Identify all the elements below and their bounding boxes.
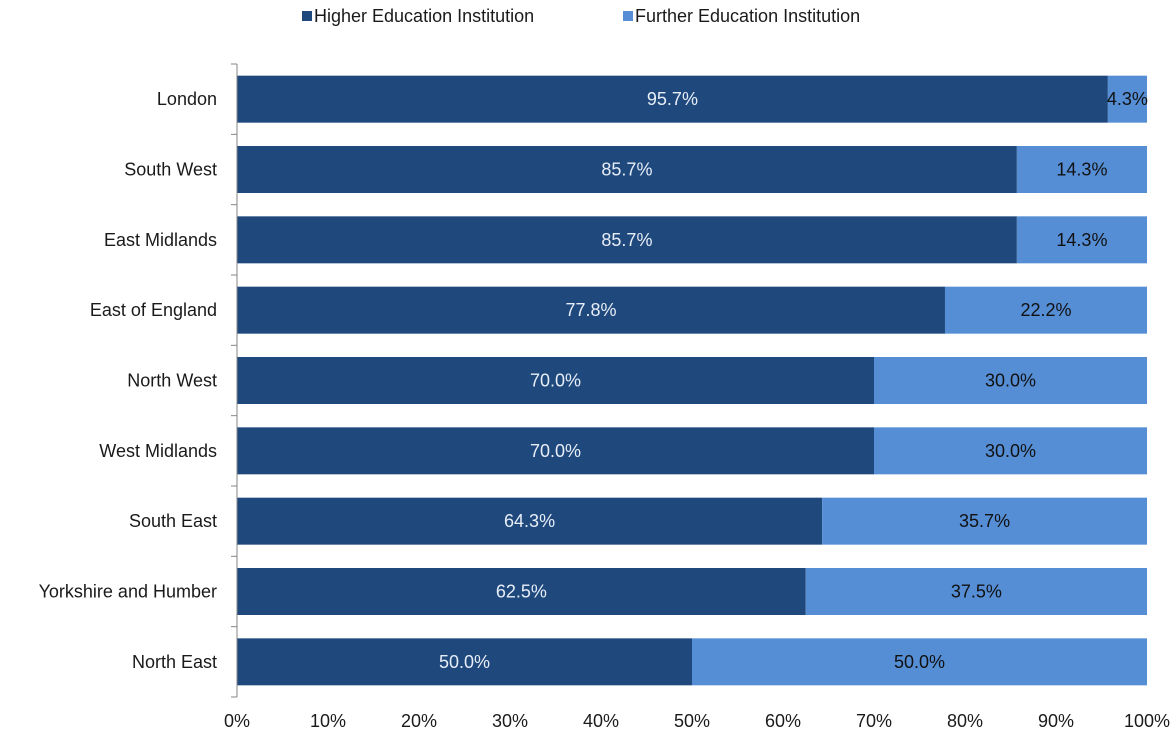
data-label-further-education-institution-north-west: 30.0%	[985, 371, 1036, 391]
x-tick-label-10: 10%	[310, 711, 346, 731]
data-label-further-education-institution-north-east: 50.0%	[894, 652, 945, 672]
category-label-east-of-england: East of England	[90, 300, 217, 320]
data-label-further-education-institution-london: 4.3%	[1107, 89, 1148, 109]
bars: 95.7% 4.3% 85.7% 14.3% 85.7% 14.3% 77.8% 22.2% 7…	[237, 75, 1148, 686]
data-label-higher-education-institution-south-east: 64.3%	[504, 511, 555, 531]
bar-further-education-institution-north-west	[874, 357, 1147, 404]
data-label-higher-education-institution-east-midlands: 85.7%	[601, 230, 652, 250]
data-label-higher-education-institution-east-of-england: 77.8%	[565, 300, 616, 320]
category-label-west-midlands: West Midlands	[99, 441, 217, 461]
axes: London South West East Midlands East of Eng…	[39, 63, 1170, 731]
bar-further-education-institution-london	[1107, 75, 1147, 123]
data-label-further-education-institution-east-midlands: 14.3%	[1056, 230, 1107, 250]
category-label-north-west: North West	[127, 371, 217, 391]
bar-higher-education-institution-london	[237, 75, 1108, 123]
bar-higher-education-institution-south-east	[237, 497, 823, 545]
legend-swatch-higher-education-institution	[302, 11, 312, 21]
category-label-south-east: South East	[129, 511, 217, 531]
data-label-higher-education-institution-south-west: 85.7%	[601, 160, 652, 180]
data-label-higher-education-institution-london: 95.7%	[647, 89, 698, 109]
bar-higher-education-institution-yorkshire-and-humber	[237, 568, 806, 615]
data-label-further-education-institution-south-west: 14.3%	[1056, 160, 1107, 180]
category-label-east-midlands: East Midlands	[104, 230, 217, 250]
category-label-south-west: South West	[124, 160, 217, 180]
x-tick-label-30: 30%	[492, 711, 528, 731]
x-tick-label-0: 0%	[224, 711, 250, 731]
bar-higher-education-institution-west-midlands	[237, 427, 874, 475]
bar-further-education-institution-north-east	[692, 638, 1147, 686]
bar-higher-education-institution-north-west	[237, 357, 874, 404]
data-label-higher-education-institution-west-midlands: 70.0%	[530, 441, 581, 461]
x-tick-label-100: 100%	[1124, 711, 1170, 731]
data-label-further-education-institution-east-of-england: 22.2%	[1020, 300, 1071, 320]
bar-higher-education-institution-south-west	[237, 146, 1017, 193]
x-tick-label-50: 50%	[674, 711, 710, 731]
bar-further-education-institution-yorkshire-and-humber	[805, 568, 1147, 615]
legend: Higher Education Institution Further Educ…	[302, 6, 860, 26]
bar-further-education-institution-east-midlands	[1016, 216, 1147, 264]
x-tick-label-80: 80%	[947, 711, 983, 731]
x-tick-label-70: 70%	[856, 711, 892, 731]
category-label-london: London	[157, 89, 217, 109]
bar-further-education-institution-south-west	[1016, 146, 1147, 193]
legend-label-further-education-institution: Further Education Institution	[635, 6, 860, 26]
bar-further-education-institution-east-of-england	[944, 286, 1147, 334]
category-label-yorkshire-and-humber: Yorkshire and Humber	[39, 582, 217, 602]
data-label-further-education-institution-yorkshire-and-humber: 37.5%	[951, 582, 1002, 602]
x-tick-label-20: 20%	[401, 711, 437, 731]
legend-swatch-further-education-institution	[623, 11, 633, 21]
bar-further-education-institution-south-east	[822, 497, 1147, 545]
data-label-further-education-institution-south-east: 35.7%	[959, 511, 1010, 531]
data-label-higher-education-institution-yorkshire-and-humber: 62.5%	[496, 582, 547, 602]
data-label-higher-education-institution-north-west: 70.0%	[530, 371, 581, 391]
x-tick-label-90: 90%	[1038, 711, 1074, 731]
bar-further-education-institution-west-midlands	[874, 427, 1147, 475]
legend-label-higher-education-institution: Higher Education Institution	[314, 6, 534, 26]
data-label-further-education-institution-west-midlands: 30.0%	[985, 441, 1036, 461]
x-tick-label-60: 60%	[765, 711, 801, 731]
bar-higher-education-institution-east-of-england	[237, 286, 945, 334]
bar-higher-education-institution-east-midlands	[237, 216, 1017, 264]
data-label-higher-education-institution-north-east: 50.0%	[439, 652, 490, 672]
category-label-north-east: North East	[132, 652, 217, 672]
bar-higher-education-institution-north-east	[237, 638, 692, 686]
x-tick-label-40: 40%	[583, 711, 619, 731]
